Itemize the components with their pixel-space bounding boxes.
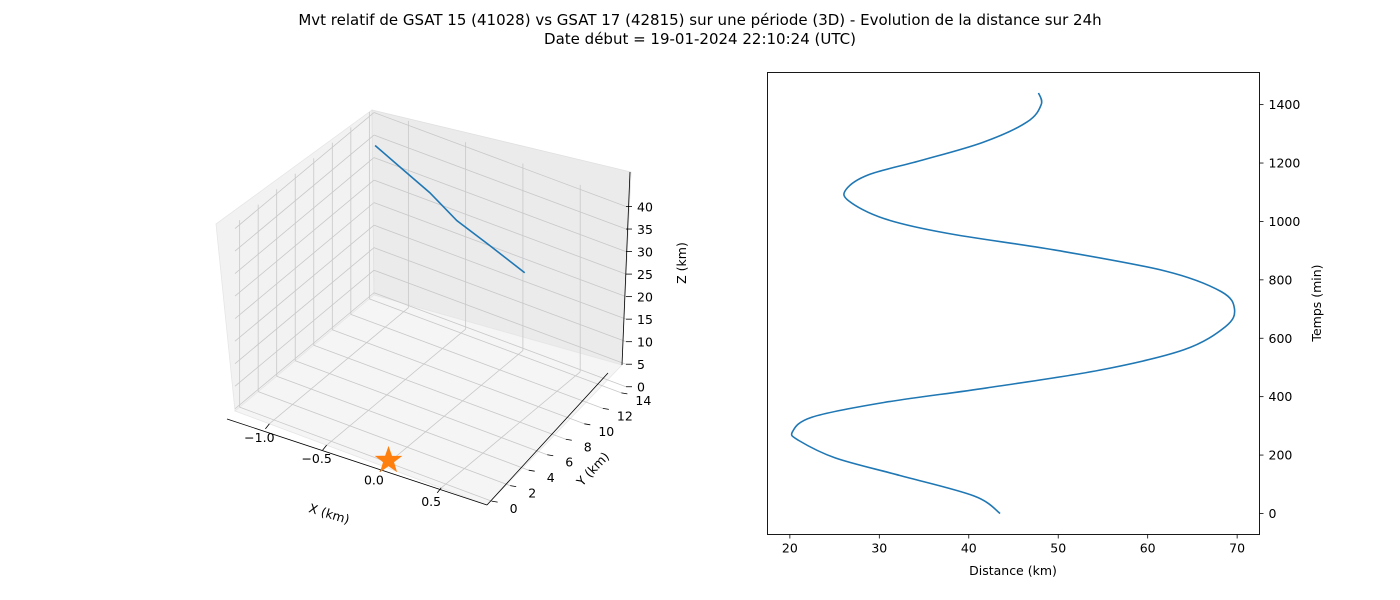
y3d-tick-mark xyxy=(584,423,591,426)
y-tick-label: 1400 xyxy=(1269,97,1301,112)
z-grid-back xyxy=(373,112,627,207)
z3d-tick-label: 40 xyxy=(637,200,653,215)
z3d-axis-label: Z (km) xyxy=(674,242,689,284)
y-grid-floor xyxy=(239,406,492,502)
z-grid-back xyxy=(373,134,627,230)
y-tick-label: 0 xyxy=(1269,506,1277,521)
y3d-axis-label: Y (km) xyxy=(573,449,612,490)
y3d-tick-mark xyxy=(602,407,609,410)
grid-3d xyxy=(234,111,627,502)
y-grid-floor xyxy=(350,313,603,409)
y-grid-floor xyxy=(369,298,622,394)
x-tick-label: 30 xyxy=(871,541,887,556)
origin-star-marker xyxy=(374,445,403,473)
z3d-tick-label: 30 xyxy=(637,245,653,260)
plot-3d: −1.0−0.50.00.5 02468101214051015202530354… xyxy=(215,109,689,527)
z3d-tick-label: 20 xyxy=(637,290,653,305)
z-grid-left xyxy=(234,269,375,387)
y3d-tick-label: 10 xyxy=(598,424,614,439)
z3d-tick-label: 10 xyxy=(637,335,653,350)
x-axis-line xyxy=(226,418,488,506)
y-tick-label: 400 xyxy=(1269,389,1293,404)
z3d-tick-label: 35 xyxy=(637,222,653,237)
y-axis-line xyxy=(486,372,609,506)
x-tick-label: 20 xyxy=(782,541,798,556)
y3d-tick-label: 4 xyxy=(547,470,555,485)
z-grid-back xyxy=(373,179,627,275)
y-grid-floor xyxy=(313,344,566,440)
x-tick-label: 50 xyxy=(1050,541,1066,556)
y-tick-label: 800 xyxy=(1269,272,1293,287)
y3d-tick-mark xyxy=(510,485,517,488)
z-grid-back xyxy=(373,292,627,388)
x3d-tick-label: 0.5 xyxy=(421,494,441,509)
x3d-tick-label: 0.0 xyxy=(364,473,384,488)
y-grid-floor xyxy=(332,329,585,425)
y3d-tick-mark xyxy=(565,438,572,441)
x-axis-label: Distance (km) xyxy=(969,563,1057,578)
x3d-tick-label: −0.5 xyxy=(301,451,331,466)
y-axis-label: Temps (min) xyxy=(1309,264,1324,342)
z3d-tick-label: 25 xyxy=(637,267,653,282)
y3d-tick-mark xyxy=(547,454,554,457)
y3d-tick-mark xyxy=(621,392,628,395)
y3d-tick-mark xyxy=(528,469,535,472)
z-grid-left xyxy=(234,112,375,229)
x-tick-label: 60 xyxy=(1140,541,1156,556)
plot-2d: 20 30 40 50 60 70 0 200 400 600 800 1000 1200 1400 Di… xyxy=(767,72,1324,578)
ticks-2d: 20 30 40 50 60 70 0 200 400 600 800 1000 1200 1400 xyxy=(782,97,1300,555)
z3d-tick-label: 0 xyxy=(637,380,645,395)
x3d-axis-label: X (km) xyxy=(307,500,351,527)
y3d-tick-label: 6 xyxy=(565,455,573,470)
z-grid-left xyxy=(234,157,375,274)
y3d-tick-label: 0 xyxy=(510,501,518,516)
y-grid-floor xyxy=(276,375,529,471)
z3d-tick-label: 15 xyxy=(637,312,653,327)
chart-title: Mvt relatif de GSAT 15 (41028) vs GSAT 1… xyxy=(298,11,1101,29)
ticks-3d: −1.0−0.50.00.5 02468101214051015202530354… xyxy=(244,200,653,517)
y-tick-label: 600 xyxy=(1269,331,1293,346)
y3d-tick-label: 2 xyxy=(528,486,536,501)
z-grid-back xyxy=(373,202,627,298)
x3d-tick-mark xyxy=(322,444,327,451)
x-tick-label: 40 xyxy=(961,541,977,556)
x-tick-label: 70 xyxy=(1229,541,1245,556)
trajectory-line xyxy=(374,144,526,274)
y3d-tick-label: 12 xyxy=(617,408,633,423)
x3d-tick-label: −1.0 xyxy=(244,430,274,445)
z-grid-left xyxy=(234,179,375,297)
y-grid-floor xyxy=(295,360,548,456)
y-tick-label: 1200 xyxy=(1269,156,1301,171)
y3d-tick-label: 8 xyxy=(584,439,592,454)
z-grid-left xyxy=(234,247,375,364)
z-axis-line xyxy=(621,171,631,366)
z-grid-left xyxy=(234,224,375,342)
z-grid-back xyxy=(373,157,627,252)
z-grid-back xyxy=(373,269,627,365)
z-grid-left xyxy=(234,292,375,410)
distance-series-line xyxy=(790,92,1236,515)
y-tick-label: 1000 xyxy=(1269,214,1301,229)
y3d-tick-label: 14 xyxy=(635,393,651,408)
chart-subtitle: Date début = 19-01-2024 22:10:24 (UTC) xyxy=(544,30,856,48)
y3d-tick-mark xyxy=(491,500,498,503)
y-grid-floor xyxy=(258,391,511,487)
z-grid-left xyxy=(234,202,375,319)
z-grid-left xyxy=(234,134,375,252)
x3d-tick-mark xyxy=(436,487,442,494)
z3d-tick-label: 5 xyxy=(637,357,645,372)
axes-frame xyxy=(767,72,1260,535)
x3d-tick-mark xyxy=(265,423,270,430)
z-grid-back xyxy=(373,224,627,320)
y-tick-label: 200 xyxy=(1269,448,1293,463)
z-grid-back xyxy=(373,247,627,343)
